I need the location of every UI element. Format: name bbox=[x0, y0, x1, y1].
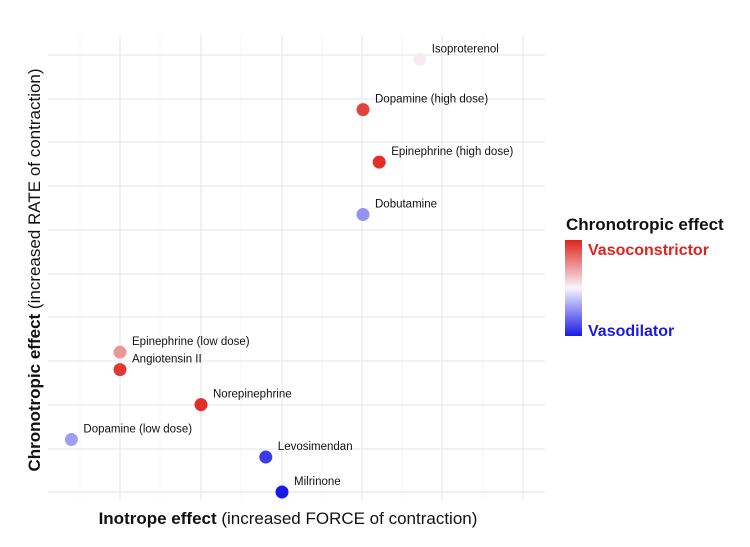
legend-color-bar bbox=[565, 240, 582, 336]
data-point bbox=[64, 433, 78, 447]
data-point bbox=[194, 398, 208, 412]
data-point-label: Milrinone bbox=[294, 476, 341, 488]
data-point-label: Dopamine (high dose) bbox=[375, 94, 488, 106]
data-point bbox=[356, 103, 370, 117]
data-point bbox=[259, 450, 273, 464]
data-point-label: Norepinephrine bbox=[213, 389, 292, 401]
data-point bbox=[113, 345, 127, 359]
data-point bbox=[413, 52, 427, 66]
data-points: Isoproterenol Dopamine (high dose) Epineph… bbox=[64, 43, 513, 499]
data-point-label: Isoproterenol bbox=[432, 43, 499, 55]
data-point bbox=[113, 363, 127, 377]
grid-lines bbox=[48, 35, 545, 500]
data-point bbox=[356, 208, 370, 222]
legend-low-label: Vasodilator bbox=[588, 323, 674, 340]
data-point bbox=[275, 485, 289, 499]
data-point-label: Angiotensin II bbox=[132, 354, 202, 366]
data-point-label: Dopamine (low dose) bbox=[83, 424, 192, 436]
data-point-label: Epinephrine (low dose) bbox=[132, 336, 250, 348]
legend-high-label: Vasoconstrictor bbox=[588, 242, 709, 259]
x-axis-title: Inotrope effect (increased FORCE of cont… bbox=[99, 509, 478, 528]
legend: Chronotropic effect Vasoconstrictor Vaso… bbox=[565, 215, 724, 340]
legend-title: Chronotropic effect bbox=[566, 215, 724, 234]
data-point-label: Epinephrine (high dose) bbox=[391, 146, 513, 158]
data-point-label: Levosimendan bbox=[278, 441, 353, 453]
data-point bbox=[372, 155, 386, 169]
data-point-label: Dobutamine bbox=[375, 199, 437, 211]
y-axis-title: Chronotropic effect (increased RATE of c… bbox=[25, 68, 44, 471]
